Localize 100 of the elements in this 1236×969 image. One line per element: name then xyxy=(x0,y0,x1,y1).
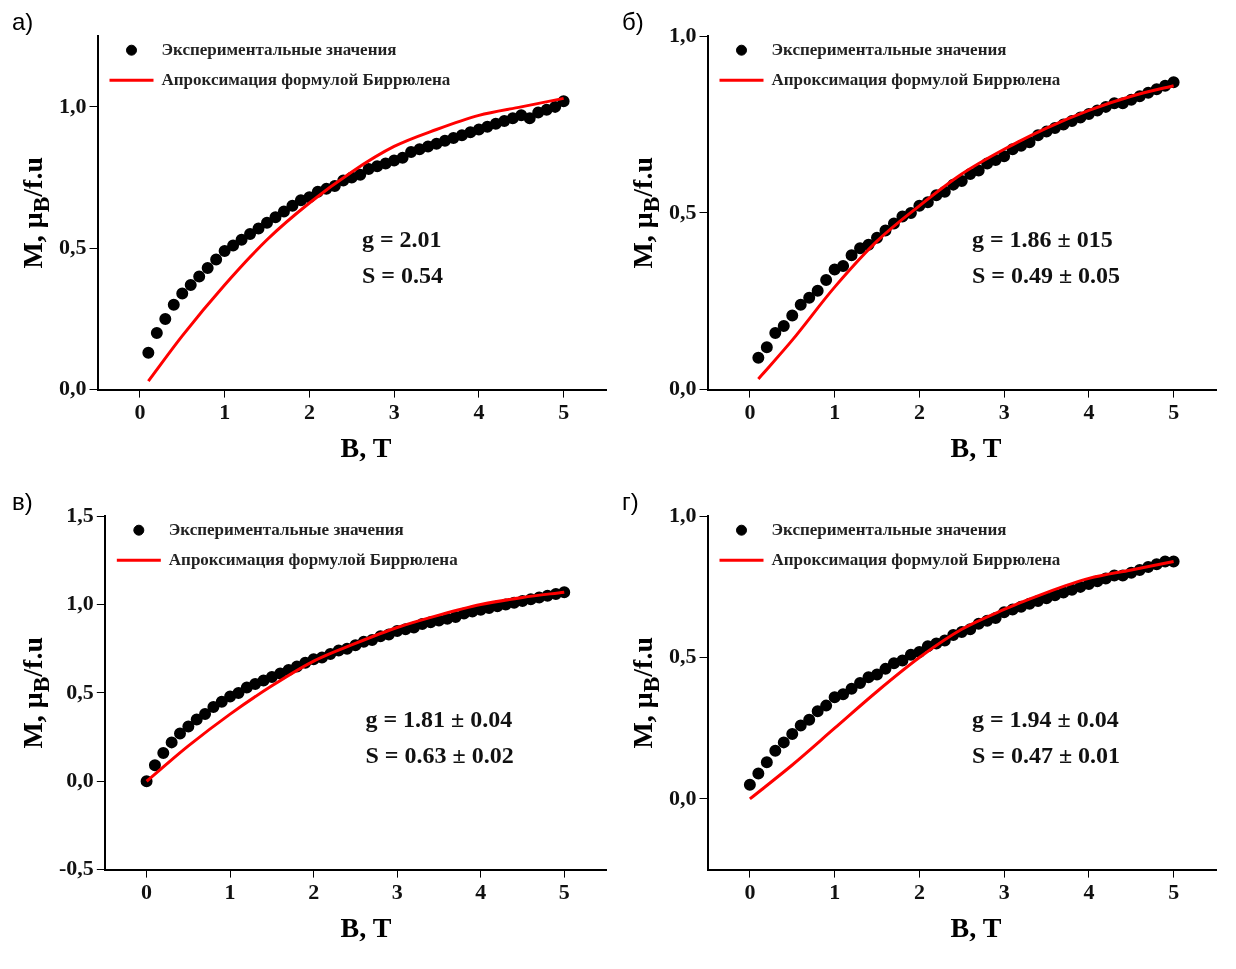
point xyxy=(167,298,180,311)
point xyxy=(794,298,807,311)
point xyxy=(157,746,170,759)
chart-title: в) xyxy=(12,488,33,516)
legend-label: Апроксимация формулой Биррюлена xyxy=(168,549,459,569)
point xyxy=(811,705,824,718)
x-tick-label: 0 xyxy=(141,879,153,905)
point xyxy=(232,686,245,699)
point xyxy=(523,112,536,125)
point xyxy=(252,222,265,235)
y-tick-label: 0,5 xyxy=(66,678,94,704)
y-tick-label: 0,5 xyxy=(669,643,697,669)
point xyxy=(896,654,909,667)
y-tick-label: 0,0 xyxy=(669,375,697,401)
point xyxy=(786,309,799,322)
point xyxy=(286,199,299,212)
point xyxy=(769,744,782,757)
x-tick-label: 1 xyxy=(829,399,841,425)
x-tick-label: 3 xyxy=(998,399,1010,425)
x-tick-label: 5 xyxy=(558,399,570,425)
point xyxy=(769,327,782,340)
point xyxy=(854,242,867,255)
y-tick-label: 0,0 xyxy=(59,375,87,401)
point xyxy=(249,678,262,691)
point xyxy=(803,713,816,726)
point xyxy=(820,699,833,712)
point xyxy=(955,175,968,188)
point xyxy=(837,259,850,272)
point xyxy=(277,205,290,218)
point xyxy=(227,239,240,252)
x-tick-label: 0 xyxy=(744,879,756,905)
point xyxy=(215,695,228,708)
point xyxy=(743,778,756,791)
point xyxy=(820,274,833,287)
point xyxy=(150,327,163,340)
x-tick-label: 2 xyxy=(913,879,925,905)
chart-title: а) xyxy=(12,8,34,36)
point xyxy=(174,727,186,740)
x-tick-label: 3 xyxy=(391,879,403,905)
point xyxy=(854,677,867,690)
x-tick-label: 0 xyxy=(134,399,146,425)
legend-label: Экспериментальные значения xyxy=(771,39,1007,59)
point xyxy=(845,682,858,695)
y-tick-label: 0,5 xyxy=(59,233,87,259)
point xyxy=(405,146,418,159)
point xyxy=(193,270,206,283)
x-tick-label: 4 xyxy=(473,399,485,425)
point xyxy=(148,759,161,772)
point xyxy=(549,100,562,113)
x-tick-label: 4 xyxy=(475,879,487,905)
annotation: S = 0.63 ± 0.02 xyxy=(365,742,514,769)
x-tick-label: 3 xyxy=(998,879,1010,905)
point xyxy=(998,150,1011,163)
point xyxy=(777,319,790,332)
annotation: g = 2.01 xyxy=(361,226,442,253)
y-tick-label: 1,0 xyxy=(59,92,87,118)
x-axis-title: B, T xyxy=(949,912,1003,944)
y-tick-label: 0,5 xyxy=(669,198,697,224)
x-tick-label: 3 xyxy=(388,399,400,425)
chart-title: б) xyxy=(622,8,644,36)
annotation: S = 0.47 ± 0.01 xyxy=(971,742,1121,769)
x-tick-label: 0 xyxy=(744,399,756,425)
point xyxy=(269,211,282,224)
point xyxy=(396,151,409,164)
annotation: g = 1.94 ± 0.04 xyxy=(971,706,1119,733)
annotation: g = 1.81 ± 0.04 xyxy=(365,706,513,733)
y-tick-label: 0,0 xyxy=(669,784,697,810)
y-tick-label: 1,0 xyxy=(66,590,94,616)
legend-label: Экспериментальные значения xyxy=(168,519,404,539)
point xyxy=(159,312,172,325)
chart-title: г) xyxy=(622,488,639,516)
point xyxy=(261,216,273,229)
annotation: g = 1.86 ± 015 xyxy=(971,226,1113,253)
x-axis-title: B, T xyxy=(339,912,393,944)
x-tick-label: 5 xyxy=(1168,399,1180,425)
point xyxy=(438,134,451,147)
x-tick-label: 5 xyxy=(558,879,570,905)
y-tick-label: 1,5 xyxy=(66,501,94,527)
annotation: S = 0.54 xyxy=(361,262,443,289)
legend-label: Апроксимация формулой Биррюлена xyxy=(161,69,451,89)
point xyxy=(777,736,790,749)
legend-label: Апроксимация формулой Биррюлена xyxy=(771,549,1061,569)
y-tick-label: 1,0 xyxy=(669,21,697,47)
point xyxy=(142,346,155,359)
point xyxy=(210,253,223,266)
point xyxy=(752,351,765,364)
point xyxy=(786,727,799,740)
x-tick-label: 2 xyxy=(913,399,925,425)
x-tick-label: 4 xyxy=(1083,879,1095,905)
x-tick-label: 4 xyxy=(1083,399,1095,425)
x-tick-label: 1 xyxy=(829,879,841,905)
y-tick-label: -0,5 xyxy=(59,855,94,881)
y-tick-label: 0,0 xyxy=(66,766,94,792)
point xyxy=(794,719,807,732)
x-tick-label: 1 xyxy=(224,879,236,905)
legend-label: Экспериментальные значения xyxy=(161,39,397,59)
point xyxy=(201,262,214,275)
x-tick-label: 2 xyxy=(308,879,320,905)
point xyxy=(199,708,212,721)
point xyxy=(845,249,858,262)
